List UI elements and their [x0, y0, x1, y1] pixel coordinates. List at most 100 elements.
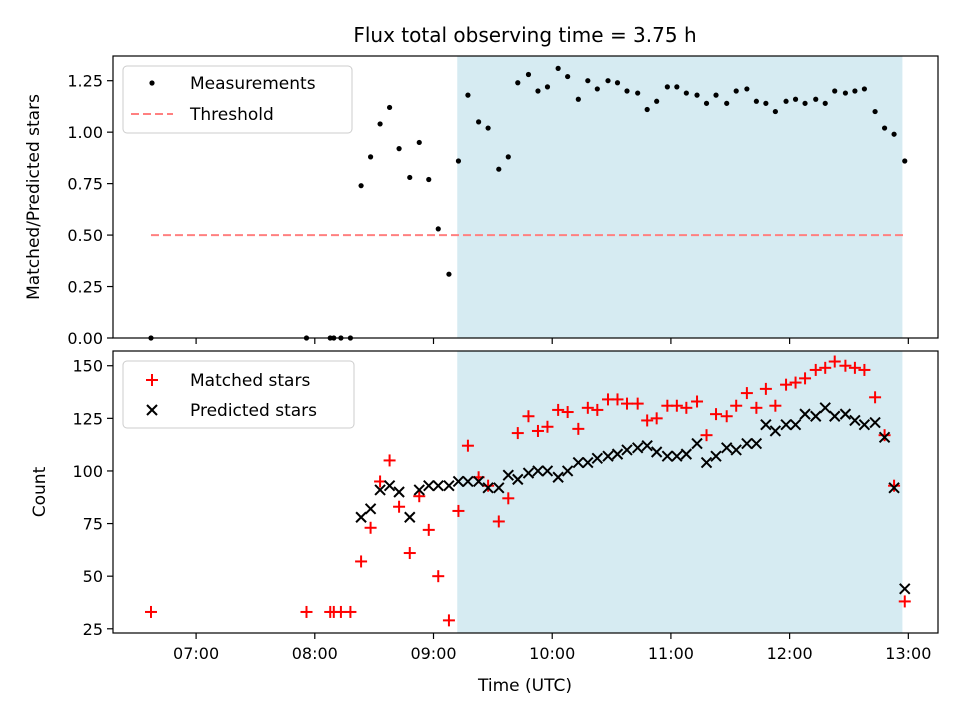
cross-b: [413, 484, 425, 496]
measurement-point: [644, 106, 650, 113]
matched-stars-point: [552, 403, 565, 416]
predicted-stars-point: [741, 437, 753, 450]
matched-stars-point: [650, 412, 663, 425]
matched-stars-point: [809, 363, 822, 376]
predicted-stars-point: [839, 408, 852, 420]
x-tick-label: 13:00: [885, 644, 931, 663]
cross-b: [769, 425, 782, 437]
matched-stars-point: [355, 555, 368, 568]
measurement-point: [763, 100, 769, 106]
measurement-point: [872, 108, 878, 115]
cross-b: [374, 484, 386, 496]
predicted-stars-series: [355, 402, 911, 595]
measurement-point: [485, 125, 491, 131]
measurement-point: [496, 166, 502, 172]
cross-b: [671, 450, 683, 462]
measurement-point: [367, 154, 374, 160]
matched-stars-point: [413, 490, 426, 503]
matched-stars-point: [828, 355, 841, 368]
cross-b: [839, 408, 852, 420]
matched-stars-point: [878, 429, 891, 442]
predicted-stars-point: [493, 482, 505, 494]
measurement-point: [694, 92, 700, 98]
y-tick-label: 100: [72, 462, 103, 481]
predicted-stars-point: [878, 431, 891, 443]
measurement-point: [683, 90, 689, 96]
cross-b: [482, 482, 494, 494]
matched-stars-point: [383, 454, 396, 467]
matched-stars-point: [680, 401, 693, 414]
cross-b: [443, 479, 455, 492]
measurement-point: [435, 226, 441, 232]
predicted-stars-point: [582, 456, 594, 469]
measurement-point: [902, 158, 908, 164]
cross-b: [819, 402, 831, 414]
cross-b: [621, 444, 633, 456]
measurement-point: [822, 100, 828, 106]
cross-b: [780, 418, 792, 431]
predicted-stars-point: [572, 456, 585, 469]
y-tick-label: 125: [72, 409, 103, 428]
shaded-observing-span: [457, 56, 903, 338]
matched-stars-point: [300, 605, 313, 618]
measurement-point: [813, 96, 819, 102]
panel-counts-frame: [112, 350, 939, 634]
matched-stars-point: [492, 515, 505, 528]
legend-label-threshold: Threshold: [189, 105, 274, 125]
cross-b: [799, 408, 811, 420]
matched-stars-point: [422, 523, 435, 536]
x-tick-label: 08:00: [292, 644, 338, 663]
predicted-stars-point: [452, 475, 465, 488]
measurement-point: [674, 84, 680, 90]
panel-ratio-x-ticks: [195, 338, 909, 344]
y-tick-label: 0.25: [67, 278, 103, 297]
measurement-point: [565, 73, 571, 80]
cross-b: [404, 511, 416, 523]
cross-b: [720, 442, 733, 454]
measurement-point: [525, 71, 532, 78]
x-tick-label: 07:00: [173, 644, 219, 663]
cross-b: [691, 437, 703, 450]
cross-b: [591, 452, 604, 465]
cross-b: [602, 450, 614, 462]
predicted-stars-point: [691, 437, 703, 450]
predicted-stars-point: [462, 475, 474, 488]
cross-b: [432, 479, 444, 492]
matched-stars-point: [740, 387, 753, 400]
matched-stars-point: [848, 361, 861, 374]
measurement-point: [772, 108, 778, 115]
cross-b: [888, 482, 900, 494]
predicted-stars-point: [374, 484, 386, 496]
panel-counts-y-axis: 25 50 75 100 125 150: [72, 357, 113, 639]
predicted-stars-point: [482, 482, 494, 494]
measurement-point: [476, 119, 482, 125]
cross-b: [493, 482, 505, 494]
cross-b: [631, 442, 644, 454]
panel-ratio-ylabel: Matched/Predicted stars: [24, 94, 44, 300]
cross-b: [393, 486, 405, 498]
cross-b: [502, 469, 514, 481]
legend-marker-matched: [146, 374, 158, 386]
predicted-stars-point: [432, 479, 444, 492]
predicted-stars-point: [443, 479, 455, 492]
predicted-stars-point: [869, 416, 881, 429]
predicted-stars-point: [512, 473, 524, 486]
predicted-stars-point: [383, 479, 396, 492]
legend-frame: [122, 65, 353, 134]
y-tick-label: 0.75: [67, 175, 103, 194]
x-tick-label: 10:00: [529, 644, 575, 663]
matched-stars-point: [691, 395, 704, 408]
predicted-stars-point: [413, 484, 425, 496]
predicted-stars-point: [355, 511, 367, 523]
y-tick-label: 0.00: [67, 329, 103, 348]
predicted-stars-point: [611, 448, 624, 460]
matched-stars-point: [620, 397, 633, 410]
matched-stars-point: [611, 393, 624, 406]
matched-stars-point: [839, 359, 852, 372]
measurement-point: [861, 86, 868, 92]
legend-label-measurements: Measurements: [190, 74, 316, 94]
cross-b: [611, 448, 624, 460]
predicted-stars-point: [829, 410, 841, 422]
predicted-stars-point: [650, 446, 663, 458]
